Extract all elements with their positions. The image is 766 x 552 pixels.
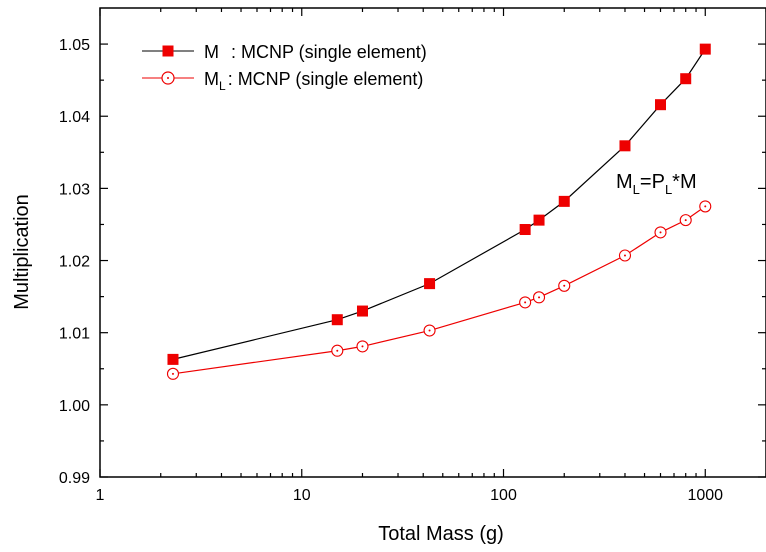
x-tick-label: 1 bbox=[96, 487, 105, 504]
x-axis-label: Total Mass (g) bbox=[378, 523, 504, 545]
annotation-formula: ML=PL*M bbox=[616, 171, 697, 197]
data-point-square bbox=[424, 278, 436, 290]
data-point-circle-dot bbox=[563, 284, 566, 287]
data-point-square bbox=[167, 353, 179, 365]
annotation-c: *M bbox=[672, 171, 696, 193]
y-tick-label: 1.05 bbox=[59, 37, 90, 54]
plot-area bbox=[99, 7, 766, 478]
legend-label-m: M : MCNP (single element) bbox=[204, 42, 427, 62]
data-point-circle-dot bbox=[524, 301, 527, 304]
legend-entry-ml: ML: MCNP (single element) bbox=[142, 69, 423, 93]
data-point-circle-dot bbox=[428, 329, 431, 332]
data-point-circle-dot bbox=[336, 349, 339, 352]
legend-ml-sub: L bbox=[219, 79, 226, 93]
data-point-circle-dot bbox=[659, 231, 662, 234]
y-tick-label: 1.04 bbox=[59, 109, 90, 126]
data-point-square bbox=[699, 43, 711, 55]
axes-ticks: 1 10 100 1000 0.99 1.00 1.01 1.02 1.03 1.04 1.05 bbox=[59, 8, 766, 504]
data-point-square bbox=[558, 195, 570, 207]
data-point-circle-dot bbox=[623, 254, 626, 257]
y-tick-label: 1.01 bbox=[59, 326, 90, 343]
data-point-circle-dot bbox=[538, 296, 541, 299]
annotation-b-sub: L bbox=[665, 182, 672, 197]
legend: M: MCNP (single element) ML: MCNP (singl… bbox=[142, 42, 427, 93]
y-axis-label: Multiplication bbox=[11, 194, 33, 310]
legend-m-rest: : MCNP (single element) bbox=[231, 42, 427, 62]
x-tick-label: 1000 bbox=[687, 487, 723, 504]
legend-ml-main: M bbox=[204, 69, 219, 89]
data-point-square bbox=[655, 99, 667, 111]
data-point-square bbox=[331, 314, 343, 326]
legend-marker-circle-dot bbox=[167, 77, 169, 79]
x-tick-label: 100 bbox=[490, 487, 517, 504]
y-tick-label: 1.00 bbox=[59, 398, 90, 415]
data-point-square bbox=[519, 224, 531, 236]
data-point-square bbox=[356, 305, 368, 317]
data-point-circle-dot bbox=[684, 219, 687, 222]
data-point-circle-dot bbox=[171, 372, 174, 375]
data-point-square bbox=[619, 140, 631, 152]
y-tick-label: 1.03 bbox=[59, 181, 90, 198]
series-line-0 bbox=[172, 48, 706, 360]
annotation-b: =P bbox=[640, 171, 665, 193]
legend-entry-m: M : MCNP (single element) bbox=[142, 42, 427, 62]
annotation-a-sub: L bbox=[633, 182, 640, 197]
legend-ml-rest: : MCNP (single element) bbox=[228, 69, 424, 89]
data-point-circle-dot bbox=[704, 205, 707, 208]
legend-m-main: M bbox=[204, 42, 219, 62]
legend-label-ml: ML: MCNP (single element) bbox=[204, 69, 423, 93]
series-line-1 bbox=[172, 205, 706, 375]
annotation-a: M bbox=[616, 171, 633, 193]
data-point-square bbox=[680, 73, 692, 85]
x-tick-label: 10 bbox=[293, 487, 311, 504]
y-tick-label: 0.99 bbox=[59, 470, 90, 487]
series-layer bbox=[166, 43, 712, 380]
data-point-square bbox=[533, 214, 545, 226]
data-point-circle-dot bbox=[361, 345, 364, 348]
legend-marker-square-icon bbox=[162, 45, 174, 57]
y-tick-label: 1.02 bbox=[59, 254, 90, 271]
